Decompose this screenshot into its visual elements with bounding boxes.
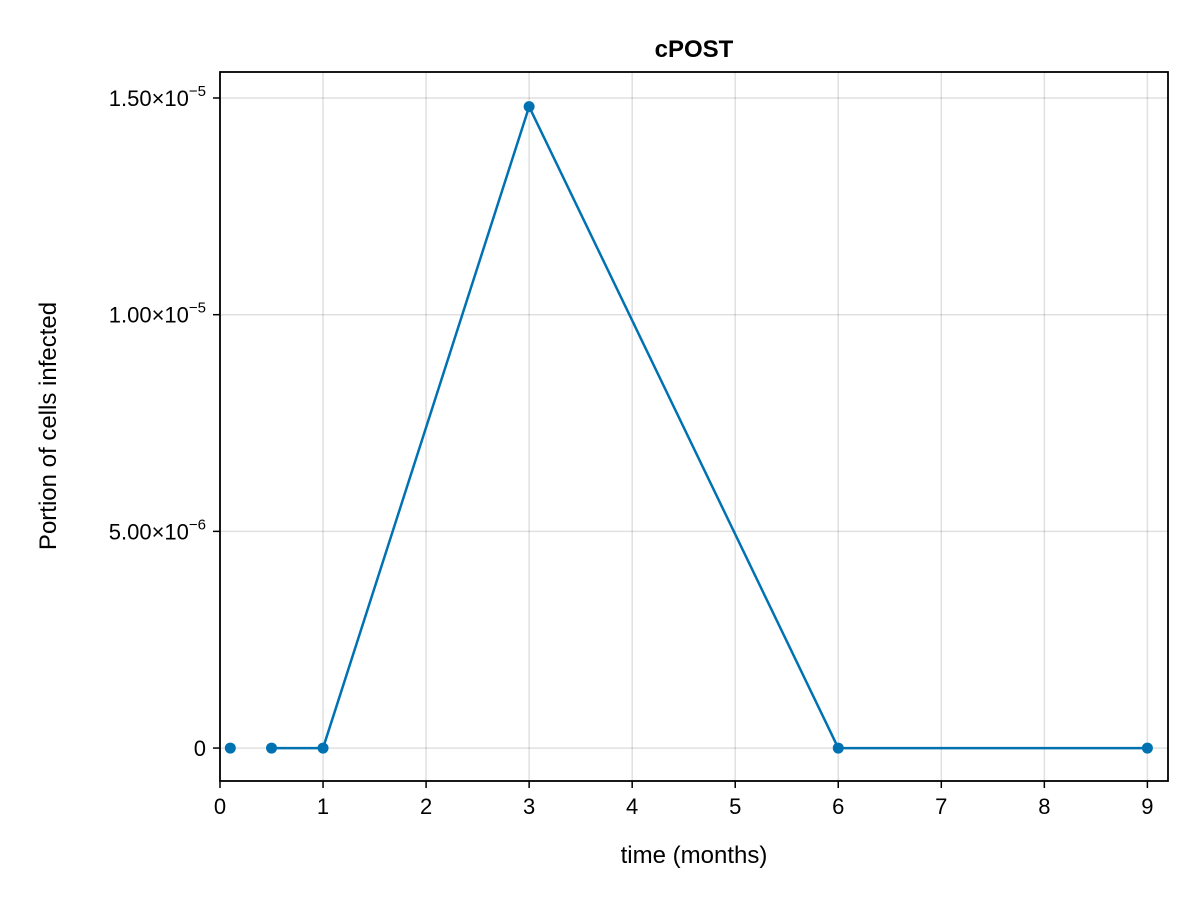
x-tick-label: 4 (626, 794, 638, 819)
x-axis-ticks: 0 1 2 3 4 5 6 7 8 9 (214, 781, 1154, 819)
x-tick-label: 9 (1141, 794, 1153, 819)
data-point (1141, 742, 1153, 754)
y-tick-label: 1.50×10−5 (109, 83, 206, 111)
x-tick-label: 5 (729, 794, 741, 819)
y-tick-label: 1.00×10−5 (109, 300, 206, 328)
chart-title: cPOST (655, 36, 734, 63)
y-axis-ticks: 0 5.00×10−6 1.00×10−5 1.50×10−5 (109, 83, 220, 761)
series-line (271, 105, 1148, 750)
x-tick-label: 8 (1038, 794, 1050, 819)
data-point (224, 742, 236, 754)
grid-lines (219, 72, 1168, 781)
y-tick-label: 5.00×10−6 (109, 516, 206, 544)
y-tick-label: 0 (194, 736, 206, 761)
y-axis-label: Portion of cells infected (35, 302, 62, 550)
plot-frame (219, 71, 1169, 782)
x-tick-label: 7 (935, 794, 947, 819)
data-point (317, 742, 329, 754)
data-point (266, 742, 278, 754)
x-tick-label: 6 (832, 794, 844, 819)
x-tick-label: 1 (317, 794, 329, 819)
data-point (832, 742, 844, 754)
x-tick-label: 0 (214, 794, 226, 819)
data-series (224, 101, 1153, 754)
x-tick-label: 2 (420, 794, 432, 819)
x-tick-label: 3 (523, 794, 535, 819)
x-axis-label: time (months) (621, 842, 768, 869)
data-point (523, 101, 535, 113)
